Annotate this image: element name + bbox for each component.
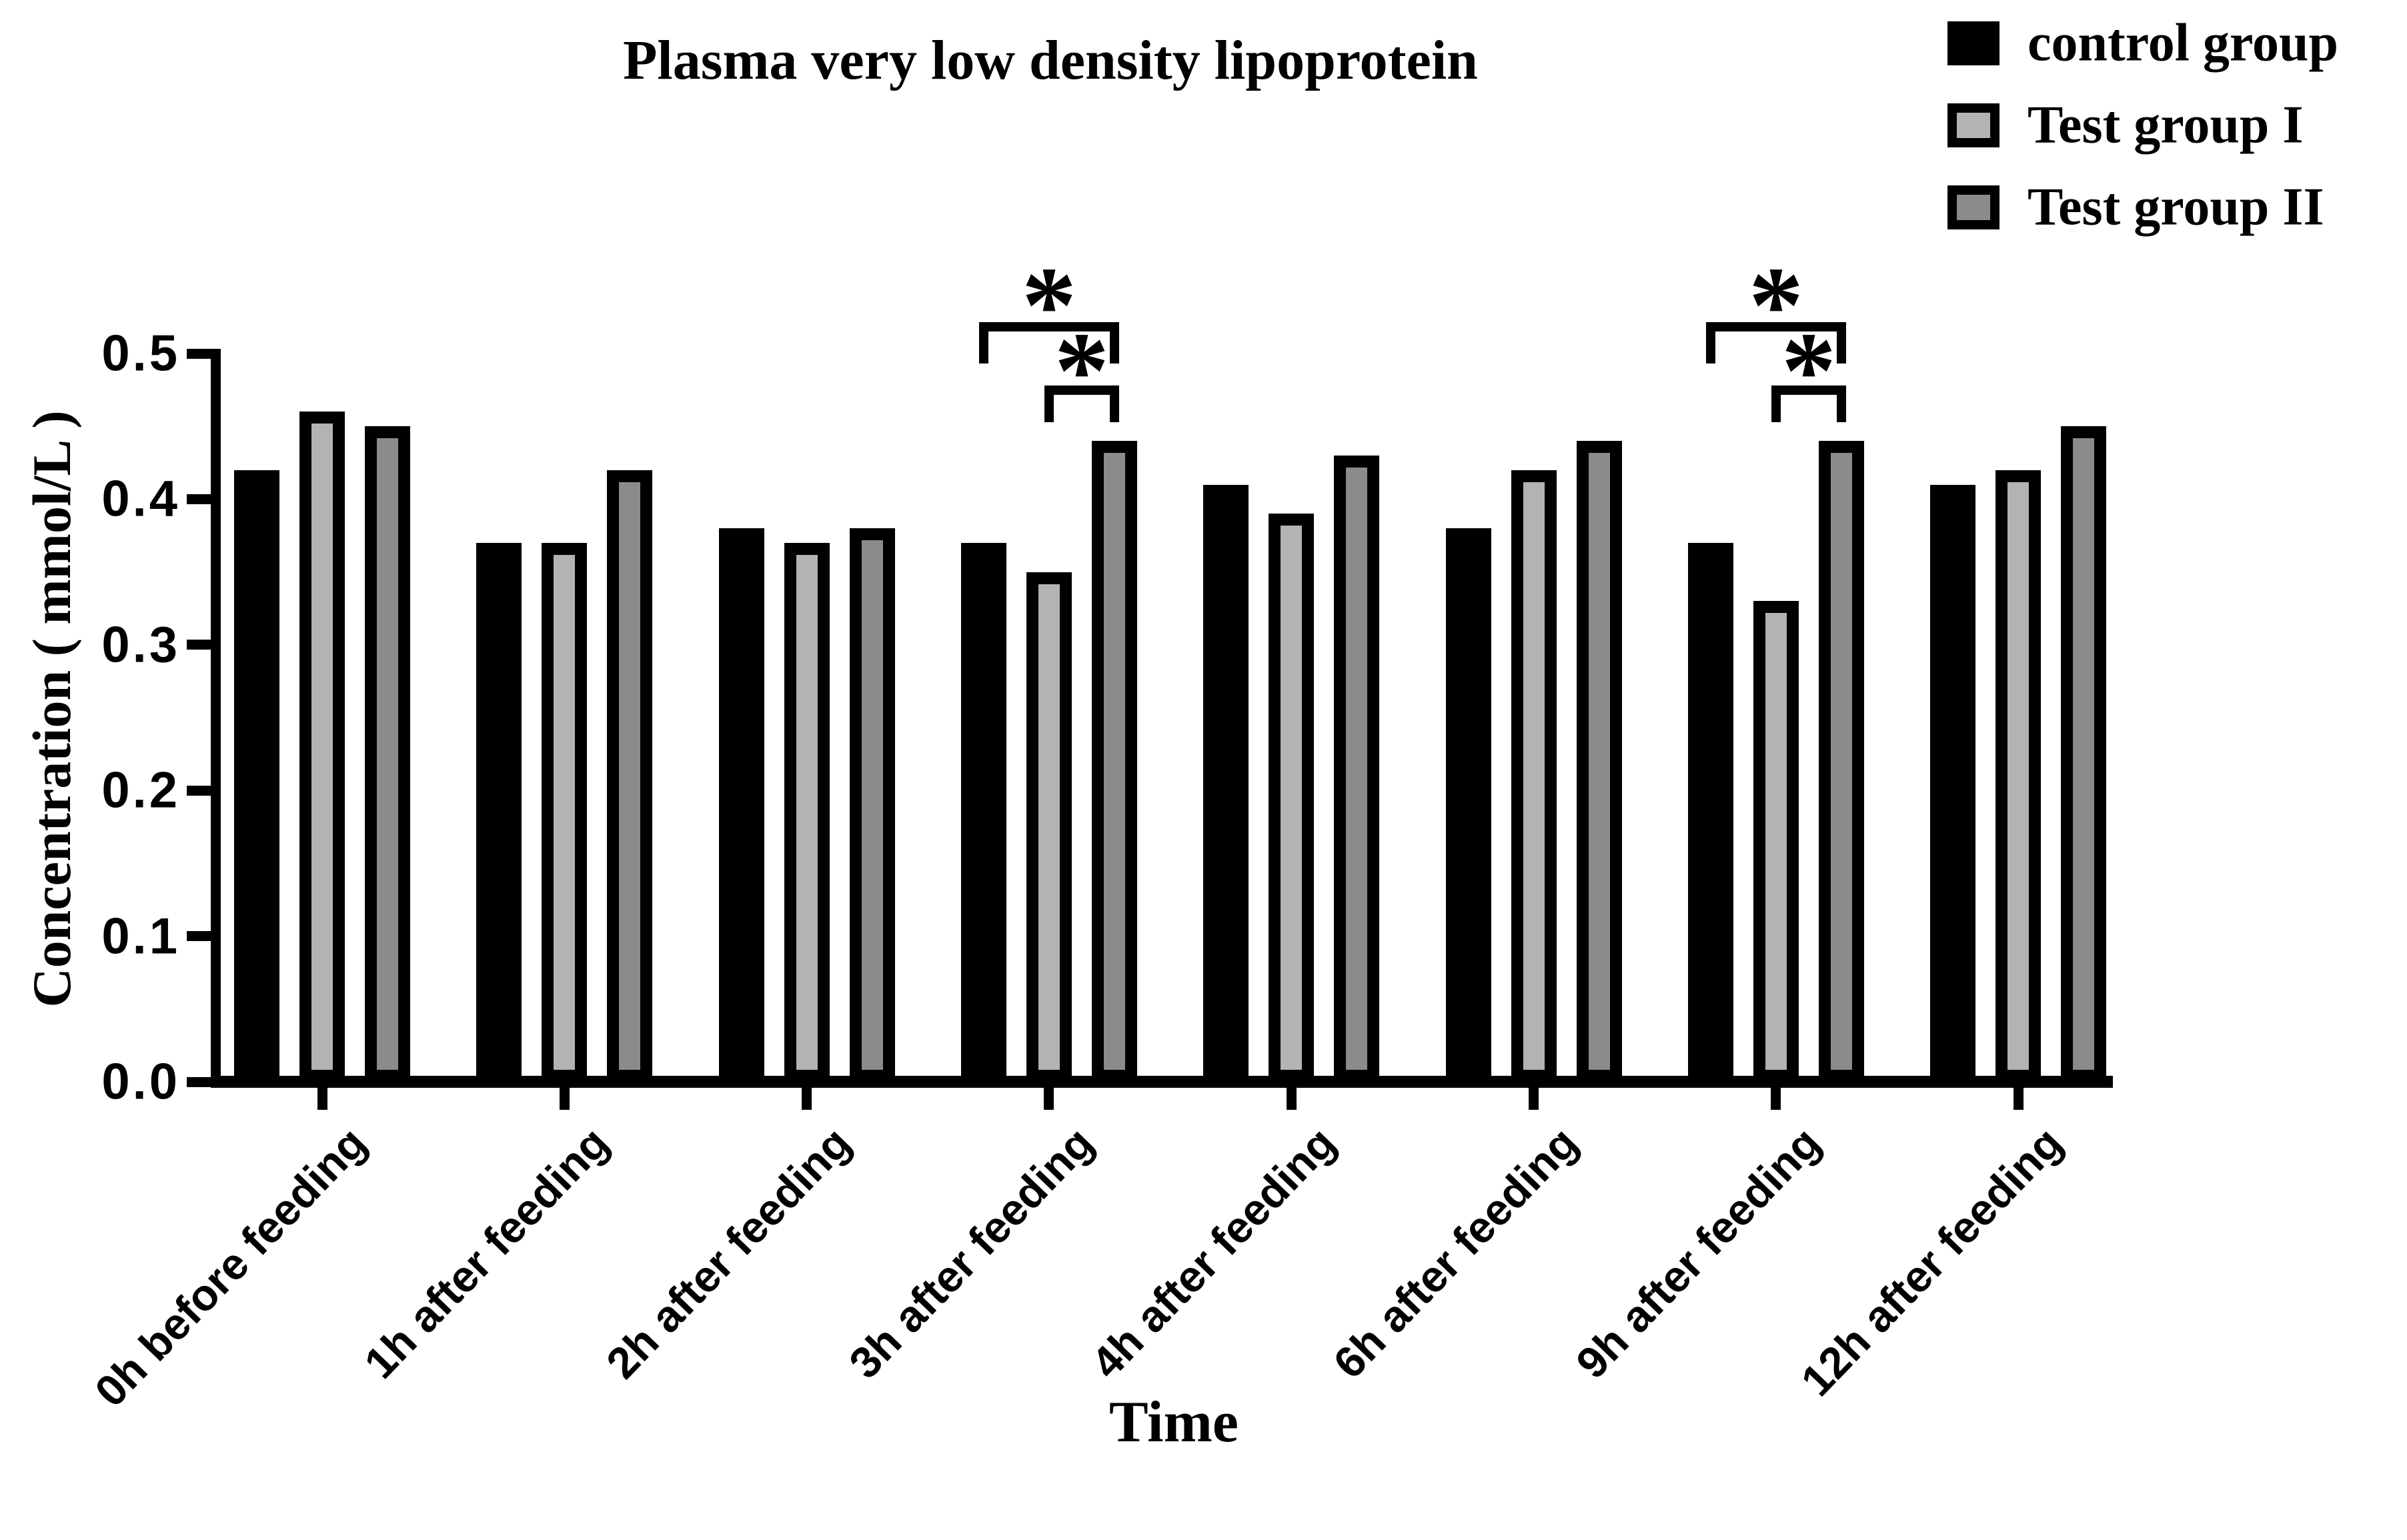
y-tick-label: 0.3 [101,616,180,674]
bar [299,412,345,1082]
x-tick-label: 2h after feeding [597,1117,860,1388]
y-tick-label: 0.5 [101,325,180,382]
legend-item: control group [1947,14,2407,73]
sig-bracket-leg [1705,322,1715,363]
sig-bracket-leg [1044,386,1054,422]
sig-bracket-leg [1836,386,1846,422]
x-tick-label: 1h after feeding [354,1117,618,1388]
sig-bracket-leg [1771,386,1781,422]
bar [607,470,653,1082]
y-tick [187,785,211,796]
bar [1445,528,1491,1082]
x-tick [1044,1088,1054,1110]
legend-item: Test group II [1947,178,2407,237]
bar [542,542,588,1082]
bar [718,528,764,1082]
sig-bracket-bar [1771,386,1846,395]
bar [365,426,410,1082]
sig-bracket-leg [1836,322,1846,363]
sig-bracket-leg [1109,386,1119,422]
x-tick [317,1088,327,1110]
y-tick-label: 0.0 [101,1053,180,1110]
x-tick [2013,1088,2024,1110]
y-tick [187,348,211,359]
sig-bracket-leg [978,322,988,363]
legend-label: Test group II [2028,177,2324,237]
bar [1930,484,1976,1082]
bar [1091,441,1137,1082]
x-tick [802,1088,812,1110]
bar [234,470,279,1082]
sig-bracket-leg [1109,322,1119,363]
sig-bracket-bar [1705,322,1846,331]
bar [849,528,895,1082]
bar [1334,455,1380,1082]
x-axis-line [211,1076,2113,1088]
legend-swatch [1947,21,1999,65]
x-axis-title: Time [1109,1390,1239,1455]
x-tick-label: 9h after feeding [1566,1117,1829,1388]
bar [1995,470,2042,1082]
legend-swatch [1947,185,1999,229]
sig-asterisk: * [1054,309,1110,432]
bar [2061,426,2107,1082]
bar [1026,572,1072,1082]
x-tick [559,1088,570,1110]
x-tick [1771,1088,1781,1110]
x-tick-label: 6h after feeding [1323,1117,1587,1388]
bar [1818,441,1864,1082]
y-tick [187,494,211,504]
bar [1269,514,1315,1082]
chart-title: Plasma very low density lipoprotein [623,29,1478,91]
bar [1687,542,1733,1082]
y-tick [187,640,211,650]
y-tick [187,931,211,942]
bar [1203,484,1249,1082]
x-tick [1286,1088,1297,1110]
sig-asterisk: * [1748,244,1804,366]
y-tick-label: 0.4 [101,470,180,528]
y-tick-label: 0.1 [101,908,180,965]
y-tick [187,1076,211,1087]
x-tick-label: 3h after feeding [839,1117,1102,1388]
y-tick-label: 0.2 [101,762,180,819]
legend-swatch [1947,103,1999,147]
bar [1511,470,1557,1082]
x-tick-label: 0h before feeding [85,1117,375,1416]
x-tick [1529,1088,1539,1110]
bar [784,542,830,1082]
sig-bracket-bar [1044,386,1119,395]
bar [476,542,522,1082]
x-tick-label: 12h after feeding [1791,1117,2072,1406]
bar [960,542,1006,1082]
legend-label: Test group I [2028,95,2304,155]
x-tick-label: 4h after feeding [1081,1117,1345,1388]
y-axis-line [211,349,221,1088]
sig-bracket-bar [978,322,1119,331]
bar [1576,441,1622,1082]
legend-label: control group [2028,13,2338,73]
legend-item: Test group I [1947,96,2407,155]
sig-asterisk: * [1781,309,1837,432]
bar [1753,601,1799,1082]
sig-asterisk: * [1021,244,1077,366]
